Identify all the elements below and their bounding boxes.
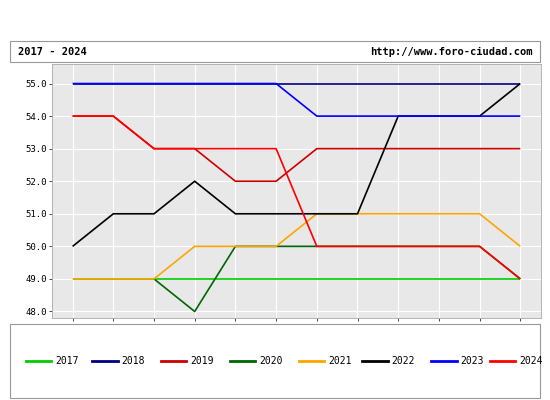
Text: 2018: 2018	[121, 356, 145, 366]
Text: 2022: 2022	[392, 356, 415, 366]
Text: 2017: 2017	[55, 356, 79, 366]
Text: 2017 - 2024: 2017 - 2024	[18, 47, 86, 57]
Text: http://www.foro-ciudad.com: http://www.foro-ciudad.com	[370, 46, 532, 57]
Text: Evolucion num de emigrantes en Ateca: Evolucion num de emigrantes en Ateca	[118, 13, 432, 29]
Text: 2024: 2024	[519, 356, 542, 366]
Text: 2019: 2019	[190, 356, 213, 366]
FancyBboxPatch shape	[10, 41, 540, 62]
FancyBboxPatch shape	[10, 324, 540, 398]
Text: 2021: 2021	[328, 356, 351, 366]
Text: 2023: 2023	[460, 356, 484, 366]
Text: 2020: 2020	[259, 356, 283, 366]
